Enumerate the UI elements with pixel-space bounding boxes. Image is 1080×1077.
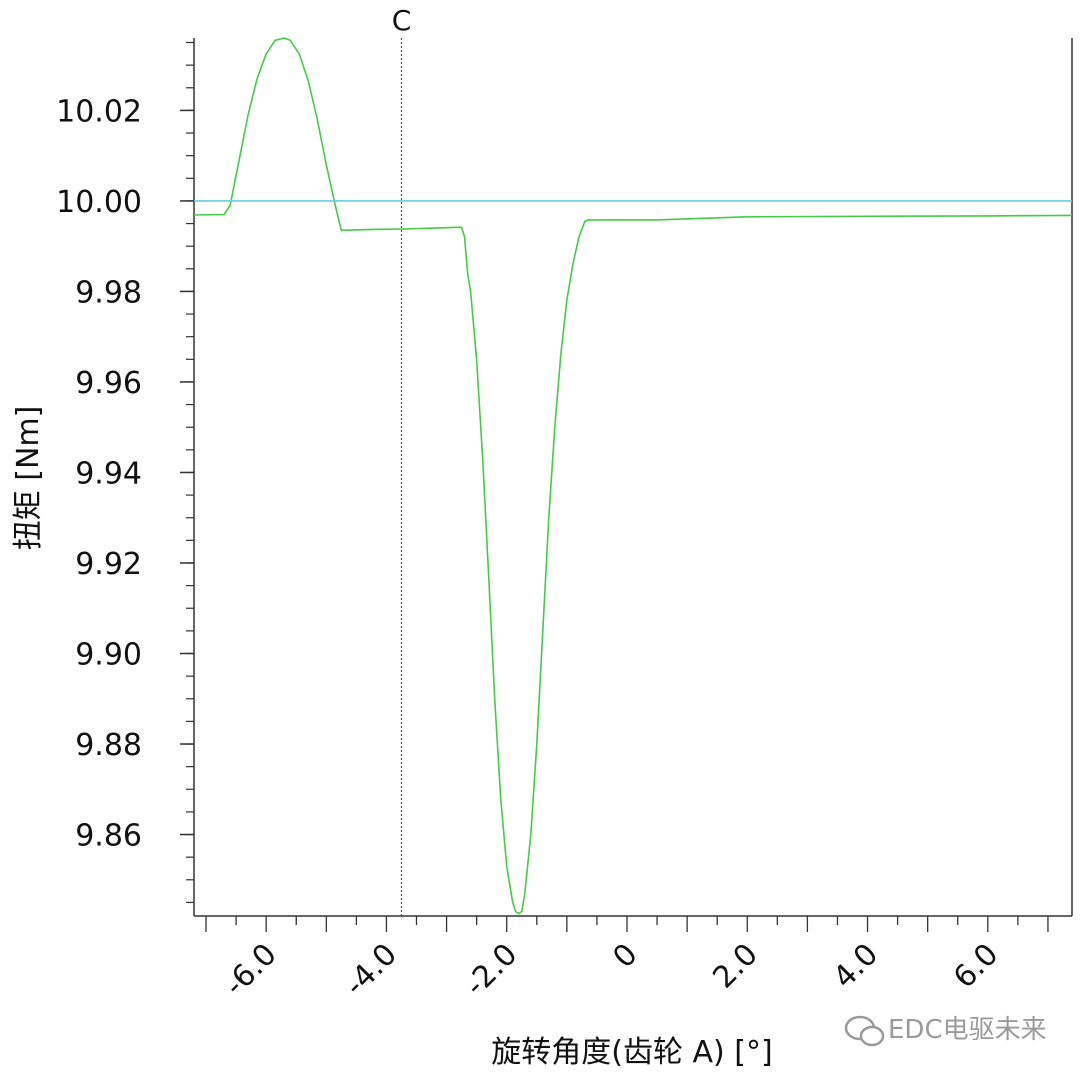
y-tick-label: 10.02 [56, 94, 142, 129]
watermark: EDC电驱未来 [844, 1015, 1047, 1047]
y-tick-label: 9.88 [75, 728, 142, 763]
wechat-icon [844, 1015, 885, 1047]
torque-series-line [193, 37, 1073, 915]
x-axis-title: 旋转角度(齿轮 A) [°] [491, 1035, 772, 1070]
x-tick-label: 6.0 [947, 937, 1005, 995]
y-tick-label: 9.98 [75, 275, 142, 310]
y-tick-label: 9.86 [75, 819, 142, 854]
y-tick-label: 10.00 [56, 185, 142, 220]
y-axis-ticks: 9.86 9.88 9.90 9.92 9.94 9.96 9.98 10.00 10.02 [56, 41, 194, 904]
series-layer [193, 37, 1073, 915]
x-tick-label: -2.0 [458, 937, 524, 1003]
plot-area: C [392, 4, 412, 916]
x-tick-label: 0 [606, 937, 644, 975]
y-tick-label: 9.90 [75, 638, 142, 673]
x-axis-ticks: -6.0 -4.0 -2.0 0 2.0 4.0 6.0 [205, 916, 1049, 1003]
x-tick-label: -6.0 [218, 937, 284, 1003]
axes [193, 38, 1073, 917]
marker-label-c: C [392, 4, 412, 37]
x-tick-label: 2.0 [706, 937, 764, 995]
y-axis-title: 扭矩 [Nm] [11, 406, 46, 551]
x-tick-label: 4.0 [827, 937, 885, 995]
x-tick-label: -4.0 [338, 937, 404, 1003]
watermark-text: EDC电驱未来 [888, 1015, 1047, 1045]
y-tick-label: 9.94 [75, 456, 142, 491]
y-tick-label: 9.92 [75, 547, 142, 582]
y-tick-label: 9.96 [75, 366, 142, 401]
